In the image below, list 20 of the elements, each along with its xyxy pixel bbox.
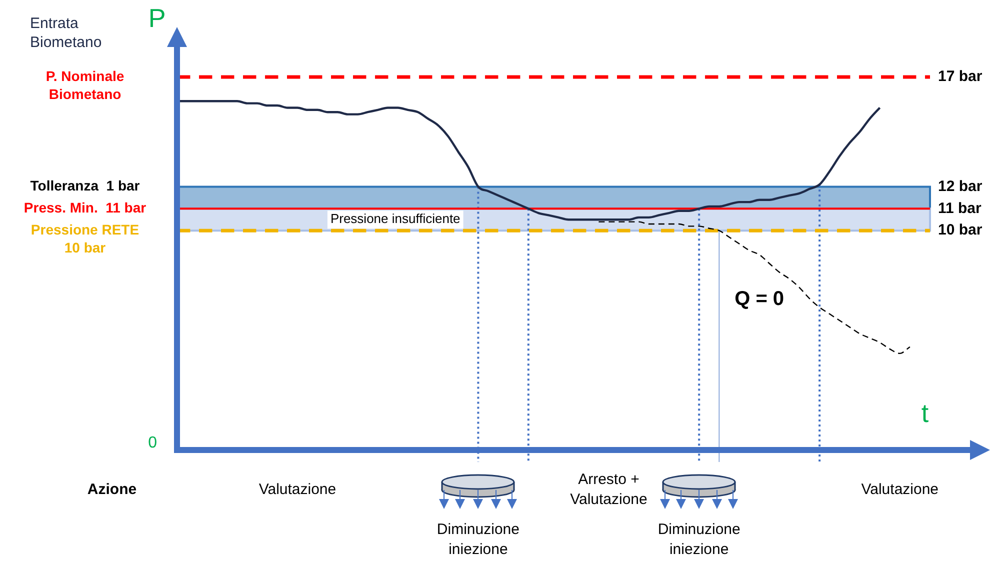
y-tick-label: 11 bar [938,200,982,217]
series-label: Q = 0 [734,288,784,310]
x-tick-label: Valutazione [258,481,336,498]
x-axis-title: t [921,398,930,428]
y-tick-label: 12 bar [938,178,982,195]
text: Entrata Biometano [30,15,102,52]
y-axis-title: P [148,3,166,34]
band-label: Pressione insufficiente [330,211,460,226]
ref-line-label: P. Nominale Biometano [46,68,124,102]
y-tick-label: 10 bar [938,222,982,239]
text: Azione [87,481,137,498]
x-tick-label: Arresto + Valutazione [570,471,648,508]
y-tick-label: 17 bar [938,68,982,86]
text: 0 [148,434,158,452]
x-tick-label: Valutazione [861,481,939,498]
band-label: Tolleranza 1 bar [30,178,140,194]
ref-line-label: Press. Min. 11 bar [24,200,147,216]
x-tick-label: Diminuzione iniezione [436,521,520,558]
ref-line-label: Pressione RETE 10 bar [30,221,140,256]
x-tick-label: Diminuzione iniezione [658,521,740,558]
